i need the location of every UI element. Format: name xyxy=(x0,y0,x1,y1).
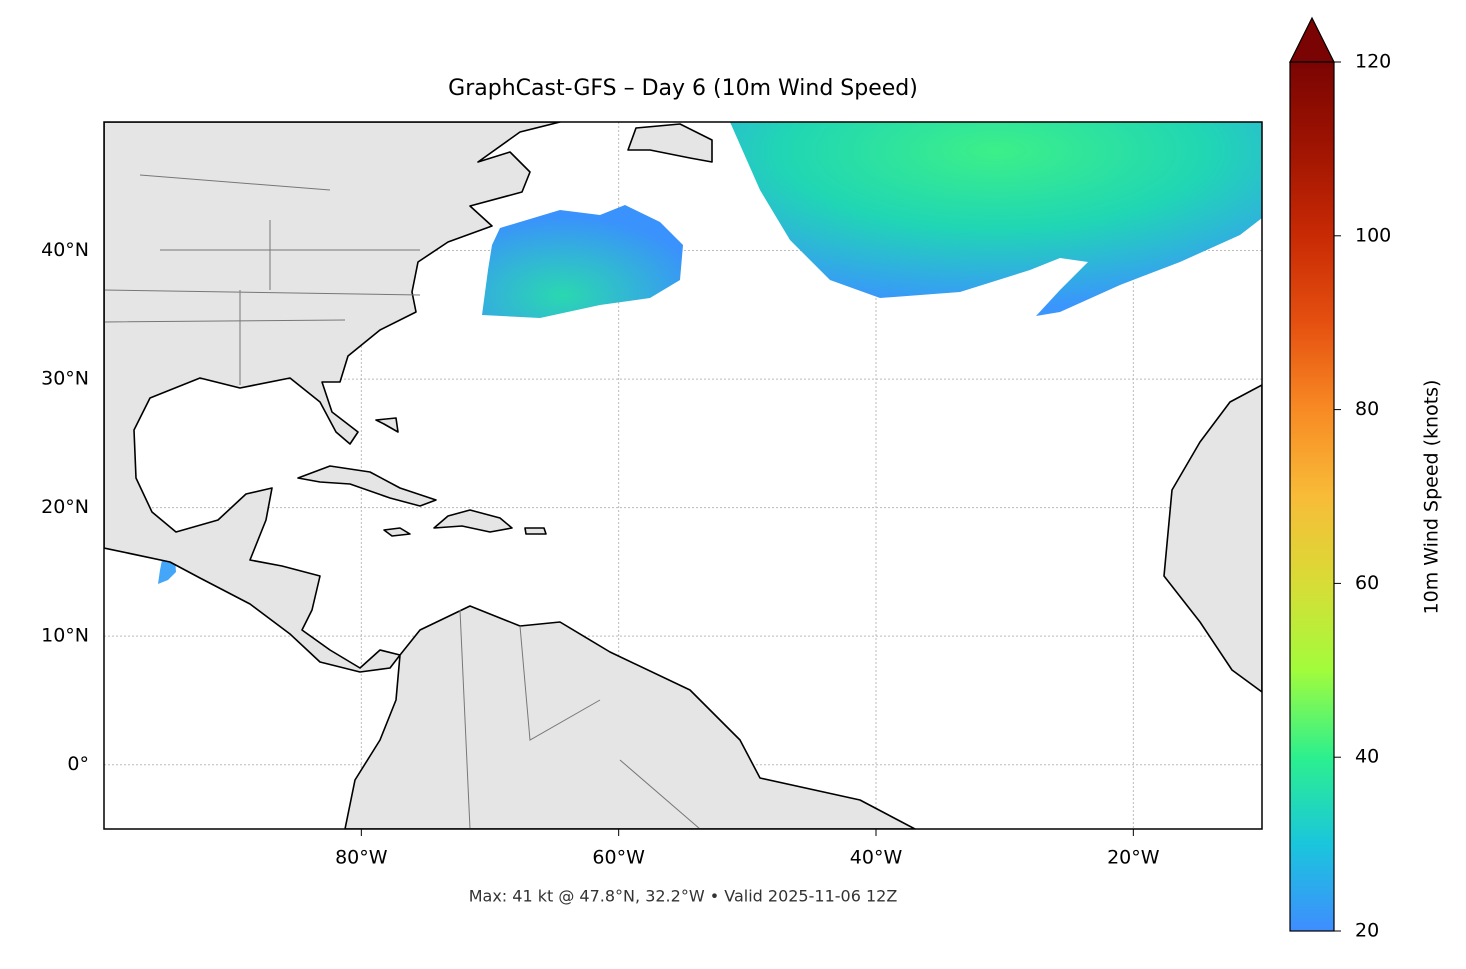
x-tick-label: 40°W xyxy=(850,847,903,869)
plot-frame xyxy=(103,121,1263,830)
y-tick-label: 10°N xyxy=(41,625,89,647)
x-tick-label: 60°W xyxy=(592,847,645,869)
wind-region xyxy=(158,558,176,584)
colorbar xyxy=(1289,61,1335,932)
colorbar-tick-label: 120 xyxy=(1355,51,1391,73)
colorbar-tick-label: 60 xyxy=(1355,572,1379,594)
bahamas xyxy=(375,417,399,433)
north-america xyxy=(104,122,561,673)
y-tick-label: 40°N xyxy=(41,239,89,261)
wind-field xyxy=(158,122,1262,584)
colorbar-label: 10m Wind Speed (knots) xyxy=(1421,380,1443,615)
puerto-rico xyxy=(524,527,547,535)
colorbar-extend xyxy=(1289,16,1335,63)
y-tick-label: 30°N xyxy=(41,368,89,390)
colorbar-tick-label: 40 xyxy=(1355,746,1379,768)
chart-title: GraphCast-GFS – Day 6 (10m Wind Speed) xyxy=(448,76,918,101)
africa xyxy=(1163,384,1262,693)
x-tick-label: 20°W xyxy=(1107,847,1160,869)
colorbar-tick-label: 20 xyxy=(1355,920,1379,942)
x-tick-label: 80°W xyxy=(335,847,388,869)
y-tick-label: 0° xyxy=(67,753,89,775)
colorbar-tick-label: 100 xyxy=(1355,224,1391,246)
colorbar-tick-label: 80 xyxy=(1355,398,1379,420)
y-tick-label: 20°N xyxy=(41,496,89,518)
land xyxy=(104,122,1262,829)
wind-region xyxy=(482,205,683,318)
wind-region xyxy=(730,122,1262,316)
newfoundland xyxy=(627,123,713,163)
border xyxy=(104,174,701,829)
cuba xyxy=(297,465,437,507)
south-america xyxy=(344,605,916,829)
hispaniola xyxy=(433,509,513,533)
jamaica xyxy=(383,527,411,537)
annotation: Max: 41 kt @ 47.8°N, 32.2°W • Valid 2025… xyxy=(469,887,898,906)
